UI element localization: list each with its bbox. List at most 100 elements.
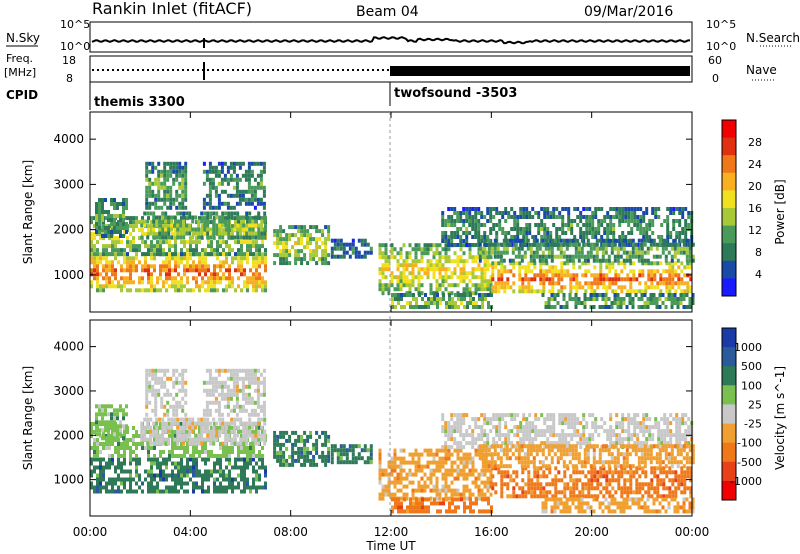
power-cell <box>684 235 688 239</box>
power-cell <box>225 256 228 261</box>
power-cell <box>282 253 286 258</box>
power-cell <box>513 243 517 247</box>
vel-cell <box>429 460 433 465</box>
vel-cell <box>381 492 385 497</box>
vel-cell <box>393 452 397 457</box>
power-cell <box>595 242 599 247</box>
power-cell <box>145 173 149 178</box>
power-cell <box>166 189 170 194</box>
power-cell <box>551 277 555 282</box>
power-cell <box>483 223 487 227</box>
power-cell <box>208 189 212 194</box>
power-cell <box>611 265 615 270</box>
vel-cell <box>414 452 418 457</box>
power-cell <box>244 189 248 194</box>
power-cell <box>152 219 156 224</box>
power-cell <box>444 271 448 276</box>
power-cell <box>547 297 551 301</box>
vel-cell <box>208 368 212 373</box>
vel-cell <box>165 485 168 490</box>
power-cell <box>587 261 591 266</box>
power-cell <box>174 228 177 233</box>
vel-cell <box>148 372 152 377</box>
power-cell <box>494 281 498 286</box>
vel-cell <box>391 505 394 510</box>
power-cell <box>195 236 198 241</box>
vel-cell <box>450 468 454 473</box>
vel-cell <box>178 400 182 405</box>
power-cell <box>670 246 674 251</box>
vel-cell <box>217 392 221 397</box>
power-cell <box>586 238 590 243</box>
vel-cell <box>264 473 267 478</box>
vel-cell <box>393 460 397 465</box>
vel-cell <box>390 456 394 461</box>
vel-cell <box>219 442 222 446</box>
vel-cell <box>387 460 391 465</box>
vel-cell <box>168 489 171 494</box>
power-cell <box>294 233 298 238</box>
power-cell <box>548 269 552 274</box>
vel-cell <box>188 425 192 430</box>
vel-cell <box>117 489 120 494</box>
power-cell <box>262 193 266 198</box>
power-cell <box>632 289 636 294</box>
power-cell <box>450 243 454 247</box>
power-cell <box>480 215 484 219</box>
power-cell <box>624 211 628 215</box>
power-cell <box>618 219 622 223</box>
power-cell <box>654 211 658 215</box>
power-cell <box>197 227 201 232</box>
power-cell <box>174 236 177 241</box>
power-cell <box>126 288 129 293</box>
vel-cell <box>257 433 261 438</box>
vel-cell <box>110 412 113 417</box>
vel-cell <box>140 421 144 426</box>
power-cell <box>150 272 153 277</box>
power-cell <box>168 252 171 257</box>
power-cell <box>433 293 436 297</box>
power-cell <box>640 305 644 309</box>
power-cell <box>664 238 668 243</box>
power-cell <box>447 223 451 227</box>
power-cell <box>230 211 234 216</box>
power-cell <box>126 244 129 249</box>
power-cell <box>285 257 289 262</box>
vel-cell <box>235 368 239 373</box>
power-cell <box>641 273 645 278</box>
vel-cell <box>214 396 218 401</box>
power-cell <box>429 291 433 296</box>
vel-cell <box>177 465 180 470</box>
vel-cell <box>312 454 316 459</box>
power-cell <box>200 227 204 232</box>
vel-cell <box>257 441 261 446</box>
power-cell <box>402 283 406 288</box>
vel-cell <box>465 472 469 477</box>
power-cell <box>665 285 669 290</box>
vel-cell <box>222 485 225 490</box>
vel-cell <box>251 425 255 430</box>
vel-cell <box>393 464 397 469</box>
power-cell <box>454 305 457 309</box>
power-cell <box>243 272 246 277</box>
vel-cell <box>181 372 185 377</box>
power-cell <box>221 219 225 224</box>
power-cell <box>221 223 225 228</box>
power-cell <box>622 246 626 251</box>
power-cell <box>420 247 424 252</box>
vel-cell <box>151 388 155 393</box>
vel-cell <box>453 468 457 473</box>
vel-cell <box>95 424 98 429</box>
power-cell <box>604 297 608 301</box>
power-cell <box>396 279 400 284</box>
power-cell <box>584 273 588 278</box>
vel-cell <box>102 457 105 462</box>
power-cell <box>111 284 114 289</box>
power-cell <box>675 235 679 239</box>
power-cell <box>540 235 544 239</box>
power-cell <box>535 250 539 255</box>
power-cell <box>260 227 264 232</box>
power-cell <box>219 240 222 245</box>
power-cell <box>471 235 475 239</box>
power-cell <box>181 185 185 190</box>
